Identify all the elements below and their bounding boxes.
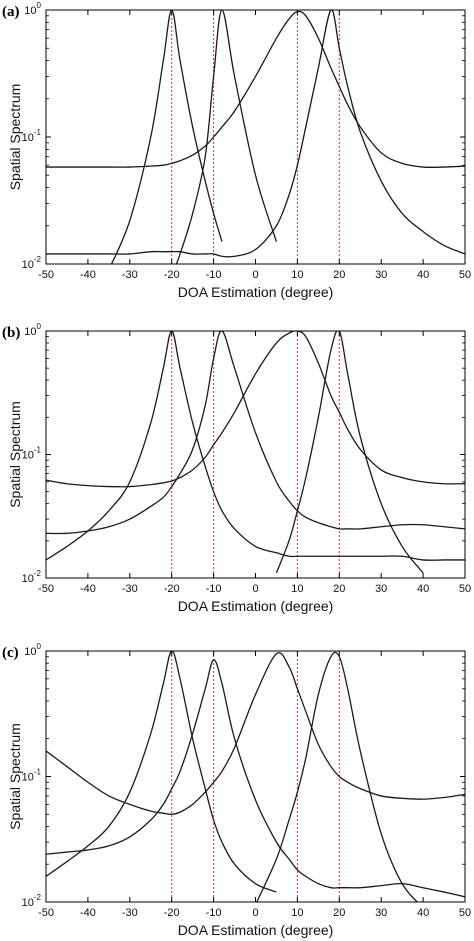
- x-tick-label: -40: [80, 583, 96, 595]
- x-tick-label: -50: [38, 907, 54, 919]
- x-tick-label: 40: [417, 583, 429, 595]
- x-tick-label: -40: [80, 269, 96, 281]
- series-line-1: [110, 10, 223, 264]
- x-tick-label: 50: [459, 269, 471, 281]
- series-line-3: [46, 331, 465, 488]
- panel-label: (c): [2, 645, 19, 661]
- x-tick-label: 0: [252, 583, 258, 595]
- x-tick-label: -30: [122, 269, 138, 281]
- y-axis-label: Spatial Spectrum: [7, 401, 23, 508]
- y-tick-label: 100: [24, 322, 41, 338]
- plot-frame: [45, 330, 466, 579]
- panel-label: (b): [2, 325, 20, 341]
- x-tick-label: 40: [417, 269, 429, 281]
- series-line-3: [46, 10, 465, 169]
- x-tick-label: 50: [459, 583, 471, 595]
- x-tick-label: -20: [164, 583, 180, 595]
- y-tick-label: 10-1: [22, 768, 42, 784]
- chart-panel-3: -50 -40 -30 -20 -10 0 10 20 30 40 50 10-2 10-1 100 DOA…: [2, 642, 471, 938]
- x-tick-label: -40: [80, 907, 96, 919]
- plot-frame: [45, 650, 466, 903]
- x-tick-label: -10: [206, 907, 222, 919]
- series-group: [46, 10, 465, 264]
- x-tick-label: 50: [459, 907, 471, 919]
- x-tick-label: 20: [333, 269, 345, 281]
- x-tick-label: 20: [333, 583, 345, 595]
- y-tick-label: 10-2: [22, 893, 42, 909]
- chart-panel-1: -50 -40 -30 -20 -10 0 10 20 30 40 50 10-2 10-1 100 DOA…: [2, 1, 471, 300]
- series-line-3: [46, 652, 465, 815]
- x-tick-label: 30: [375, 269, 387, 281]
- plot-frame: [45, 9, 466, 265]
- y-tick-label: 10-1: [22, 446, 42, 462]
- series-line-2: [175, 10, 278, 264]
- x-tick-label: 40: [417, 907, 429, 919]
- panel-label: (a): [2, 4, 20, 20]
- x-tick-label: 0: [252, 907, 258, 919]
- series-line-4: [46, 10, 465, 258]
- series-group: [46, 331, 465, 574]
- y-axis-label: Spatial Spectrum: [7, 84, 23, 191]
- x-tick-label: 0: [252, 269, 258, 281]
- x-tick-label: -30: [122, 583, 138, 595]
- x-tick-label: 10: [291, 269, 303, 281]
- series-line-4: [256, 651, 419, 902]
- x-tick-label: 10: [291, 583, 303, 595]
- series-line-1: [46, 651, 277, 893]
- x-axis-label: DOA Estimation (degree): [178, 284, 334, 300]
- x-tick-label: -20: [164, 907, 180, 919]
- x-tick-label: -20: [164, 269, 180, 281]
- y-tick-label: 10-2: [22, 569, 42, 585]
- x-axis-label: DOA Estimation (degree): [178, 922, 334, 938]
- x-tick-label: -10: [206, 583, 222, 595]
- chart-panel-2: -50 -40 -30 -20 -10 0 10 20 30 40 50 10-2 10-1 100 DOA…: [2, 322, 471, 614]
- x-tick-label: 30: [375, 583, 387, 595]
- x-tick-label: 30: [375, 907, 387, 919]
- x-axis-label: DOA Estimation (degree): [178, 598, 334, 614]
- x-tick-label: -50: [38, 269, 54, 281]
- x-tick-label: -30: [122, 907, 138, 919]
- series-line-4: [275, 331, 424, 574]
- x-tick-label: -10: [206, 269, 222, 281]
- x-tick-label: -50: [38, 583, 54, 595]
- series-group: [46, 651, 465, 902]
- y-axis-label: Spatial Spectrum: [7, 723, 23, 830]
- x-tick-label: 20: [333, 907, 345, 919]
- series-line-2: [46, 331, 465, 535]
- series-line-2: [46, 659, 465, 898]
- y-tick-label: 100: [24, 642, 41, 658]
- y-tick-label: 100: [24, 1, 41, 17]
- y-tick-label: 10-2: [22, 255, 42, 271]
- x-tick-label: 10: [291, 907, 303, 919]
- series-line-1: [46, 331, 465, 561]
- y-tick-label: 10-1: [22, 128, 42, 144]
